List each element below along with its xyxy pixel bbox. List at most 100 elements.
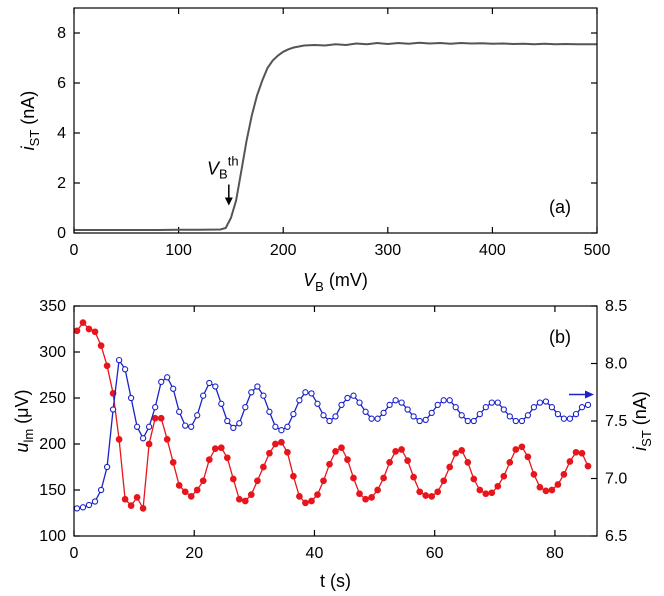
data-point bbox=[199, 477, 207, 485]
data-point bbox=[73, 505, 81, 512]
data-point bbox=[139, 505, 147, 512]
data-point bbox=[320, 412, 327, 419]
panel-a-y-title-unit: (nA) bbox=[18, 91, 38, 130]
data-point bbox=[338, 401, 345, 409]
data-point bbox=[428, 409, 435, 417]
data-point bbox=[560, 415, 568, 422]
data-point bbox=[163, 436, 171, 443]
panel-b-y-axis-title: ulm (μV) bbox=[12, 389, 36, 452]
data-point bbox=[127, 502, 135, 509]
data-point bbox=[211, 445, 219, 452]
data-point bbox=[536, 399, 544, 406]
data-point bbox=[326, 460, 333, 468]
data-point bbox=[524, 453, 532, 461]
data-point bbox=[458, 412, 465, 419]
data-point bbox=[260, 463, 267, 471]
data-point bbox=[482, 404, 489, 411]
panel-b-x-axis-title: t (s) bbox=[320, 571, 351, 591]
data-point bbox=[121, 366, 129, 373]
a-y-tick-label: 6 bbox=[57, 75, 66, 92]
data-point bbox=[103, 362, 111, 370]
data-point bbox=[404, 406, 411, 413]
data-point bbox=[410, 413, 417, 420]
data-point bbox=[314, 400, 321, 407]
data-point bbox=[470, 417, 477, 425]
threshold-label-main: V bbox=[207, 159, 221, 179]
panel-b-right-axis-title: iST (nA) bbox=[630, 391, 654, 451]
data-point bbox=[476, 486, 484, 494]
data-point bbox=[398, 399, 405, 406]
data-point bbox=[380, 474, 387, 482]
panel-a-x-title-unit: (mV) bbox=[324, 270, 368, 290]
data-point bbox=[85, 325, 93, 333]
data-point bbox=[127, 394, 135, 402]
data-point bbox=[91, 328, 99, 336]
data-point bbox=[482, 490, 490, 498]
data-point bbox=[344, 456, 351, 463]
data-point bbox=[494, 399, 501, 406]
data-point bbox=[440, 477, 448, 485]
data-point bbox=[344, 394, 351, 402]
data-point bbox=[380, 409, 387, 417]
data-point bbox=[314, 491, 321, 498]
b-y-tick-label: 150 bbox=[39, 482, 66, 499]
data-point bbox=[212, 383, 219, 390]
a-x-tick-label: 200 bbox=[270, 242, 297, 259]
data-point bbox=[422, 416, 429, 424]
data-point bbox=[200, 392, 207, 399]
b-x-tick-label: 0 bbox=[70, 545, 79, 562]
data-point bbox=[566, 458, 574, 465]
data-point bbox=[236, 420, 243, 427]
panel-a-x-axis-title: VB (mV) bbox=[303, 270, 368, 294]
data-point bbox=[446, 463, 454, 471]
data-point bbox=[368, 415, 375, 422]
data-point bbox=[145, 423, 153, 430]
data-point bbox=[440, 397, 447, 404]
data-point bbox=[356, 490, 363, 498]
data-point bbox=[169, 459, 177, 466]
data-point bbox=[410, 473, 417, 481]
data-point bbox=[290, 410, 297, 418]
data-point bbox=[512, 417, 519, 425]
data-point bbox=[350, 474, 357, 482]
data-point bbox=[398, 446, 405, 453]
data-point bbox=[266, 449, 273, 457]
data-point bbox=[79, 319, 87, 326]
data-point bbox=[392, 397, 399, 404]
right-axis-arrow bbox=[569, 390, 594, 399]
data-point bbox=[554, 481, 562, 488]
data-point bbox=[458, 447, 466, 454]
data-point bbox=[422, 492, 430, 499]
a-y-tick-label: 8 bbox=[57, 25, 66, 42]
data-point bbox=[452, 404, 459, 411]
data-point bbox=[187, 493, 195, 500]
data-point bbox=[205, 456, 213, 463]
data-point bbox=[374, 415, 381, 422]
data-point bbox=[368, 494, 375, 501]
data-point bbox=[530, 404, 538, 411]
data-point bbox=[278, 438, 285, 446]
data-point bbox=[97, 486, 105, 494]
data-point bbox=[500, 472, 508, 480]
data-point bbox=[302, 389, 309, 396]
data-point bbox=[578, 449, 586, 457]
data-point bbox=[260, 392, 267, 399]
data-point bbox=[152, 404, 159, 411]
panel-a-x-title-sub: B bbox=[315, 279, 324, 294]
data-point bbox=[500, 406, 507, 413]
a-x-tick-label: 100 bbox=[165, 242, 192, 259]
data-point bbox=[85, 501, 93, 509]
data-point bbox=[332, 448, 339, 455]
panel-a-y-axis-title: iST (nA) bbox=[18, 91, 42, 151]
data-point bbox=[404, 457, 411, 464]
a-x-tick-label: 0 bbox=[70, 242, 79, 259]
data-point bbox=[139, 435, 147, 442]
data-point bbox=[194, 412, 201, 419]
data-point bbox=[158, 378, 165, 386]
data-point bbox=[536, 483, 544, 491]
panel-b-y-title-main: u bbox=[12, 443, 32, 453]
data-point bbox=[578, 404, 586, 411]
data-point bbox=[572, 410, 580, 418]
threshold-annotation: VBth bbox=[207, 154, 239, 206]
